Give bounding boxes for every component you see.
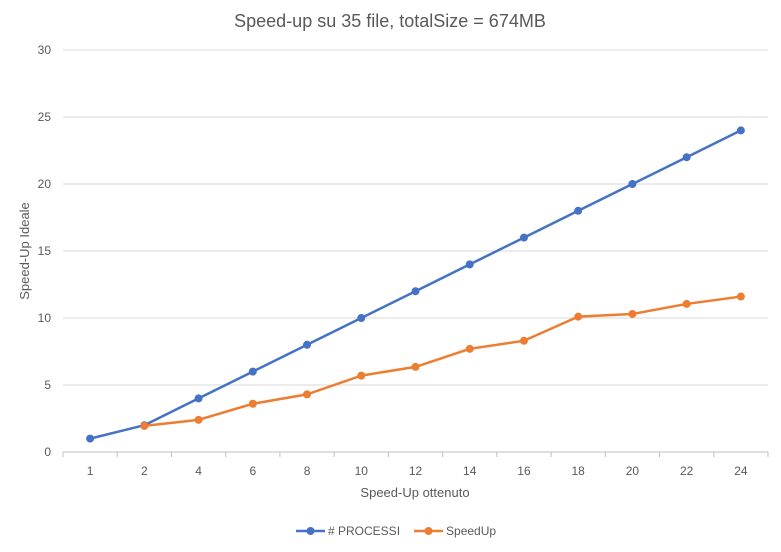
x-tick-label: 2	[141, 464, 148, 478]
data-point	[465, 260, 474, 269]
series-2	[140, 292, 745, 430]
data-point	[248, 367, 257, 376]
data-point	[303, 340, 312, 349]
data-point	[357, 314, 366, 322]
y-tick-labels: 0 5 10 15 20 25 30	[38, 43, 52, 459]
x-tick-label: 10	[355, 464, 369, 478]
data-point	[574, 312, 583, 321]
data-point	[357, 371, 366, 380]
data-point	[248, 399, 257, 408]
data-point	[465, 344, 474, 353]
chart-title: Speed-up su 35 file, totalSize = 674MB	[234, 11, 546, 31]
y-tick-label: 30	[38, 43, 52, 57]
y-tick-label: 25	[38, 110, 52, 124]
legend-label: SpeedUp	[446, 524, 496, 538]
y-tick-label: 20	[38, 177, 52, 191]
x-tick-label: 14	[463, 464, 477, 478]
x-tick-label: 8	[304, 464, 311, 478]
gridlines	[63, 49, 768, 453]
legend-item: # PROCESSI	[296, 524, 400, 538]
series-line	[89, 129, 742, 440]
data-point	[194, 394, 203, 403]
data-point	[628, 309, 637, 318]
data-point	[736, 292, 745, 301]
series-1	[86, 126, 745, 443]
legend-label: # PROCESSI	[328, 524, 400, 538]
data-point	[628, 180, 637, 188]
series-line	[144, 295, 742, 428]
data-point	[682, 299, 691, 308]
data-point	[194, 415, 203, 424]
legend-marker	[424, 527, 433, 535]
x-tick-label: 20	[626, 464, 640, 478]
legend: # PROCESSI SpeedUp	[296, 524, 496, 538]
x-tick-label: 22	[680, 464, 694, 478]
x-tick-label: 1	[87, 464, 94, 478]
y-tick-label: 15	[38, 244, 52, 258]
data-point	[682, 153, 691, 162]
data-point	[574, 206, 583, 215]
series-group	[86, 126, 745, 443]
data-point	[411, 287, 420, 296]
data-point	[736, 126, 745, 135]
data-point	[86, 434, 95, 443]
data-point	[519, 233, 528, 242]
x-tick-label: 12	[409, 464, 423, 478]
x-tick-label: 16	[517, 464, 531, 478]
x-tick-label: 4	[195, 464, 202, 478]
data-point	[140, 421, 149, 430]
y-tick-label: 10	[38, 311, 52, 325]
x-tick-label: 18	[572, 464, 586, 478]
y-tick-label: 5	[44, 378, 51, 392]
legend-marker	[306, 527, 315, 535]
x-tick-label: 24	[734, 464, 748, 478]
data-point	[519, 336, 528, 345]
data-point	[303, 390, 312, 399]
y-tick-label: 0	[44, 445, 51, 459]
x-axis-label: Speed-Up ottenuto	[360, 485, 469, 500]
data-point	[411, 362, 420, 371]
x-tick-label: 6	[249, 464, 256, 478]
x-tick-labels: 1 2 4 6 8 10 12 14 16 18 20 22 24	[62, 452, 769, 478]
y-axis-label: Speed-Up Ideale	[17, 202, 32, 300]
legend-item: SpeedUp	[414, 524, 496, 538]
